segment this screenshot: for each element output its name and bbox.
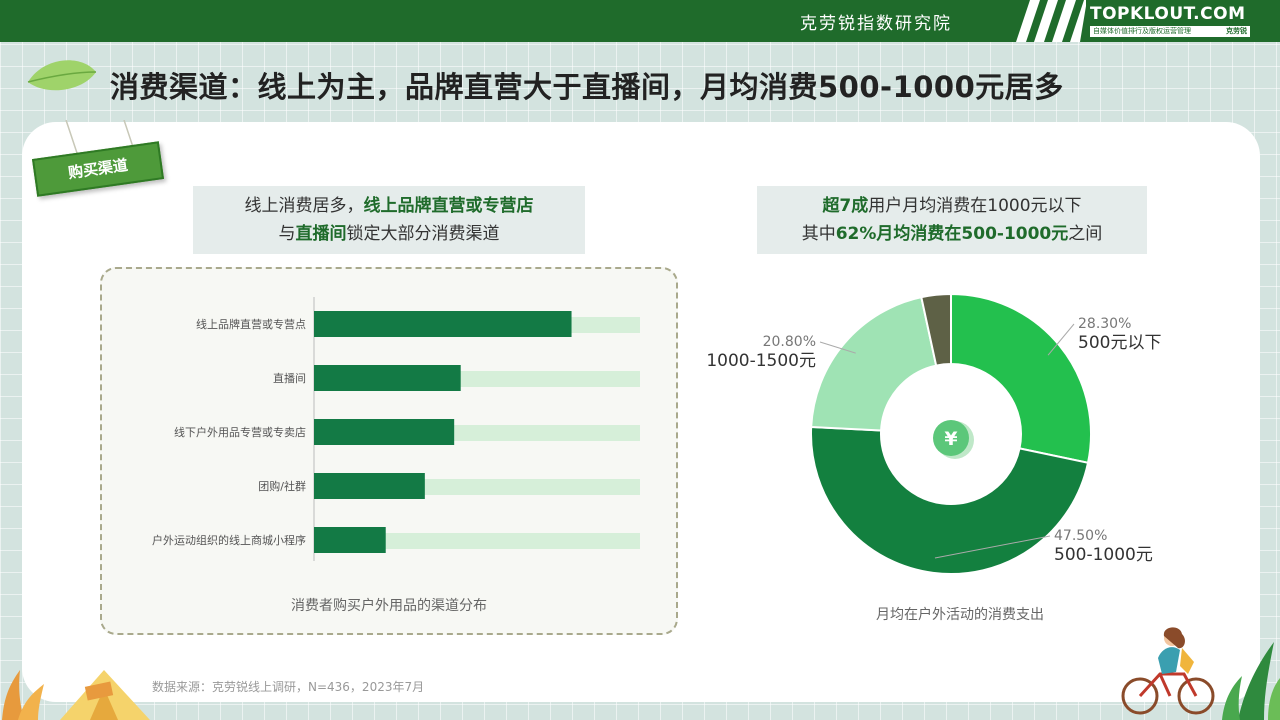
- left-callout-highlight: 直播间: [295, 224, 347, 244]
- left-callout-highlight: 线上品牌直营或专营店: [363, 196, 534, 216]
- data-source: 数据来源：克劳锐线上调研，N=436，2023年7月: [152, 680, 425, 694]
- donut-percent-label: 28.30%: [1078, 316, 1131, 332]
- donut-chart: 28.30%500元以下 47.50%500-1000元 20.80%1000-15…: [706, 292, 1161, 575]
- right-callout-line2: 其中62%月均消费在500-1000元之间: [757, 220, 1147, 248]
- leaf-icon: [27, 60, 97, 91]
- bar: [314, 311, 572, 337]
- bar: [314, 365, 461, 391]
- left-callout-text: 与: [278, 224, 296, 244]
- donut-category-label: 1000-1500元: [706, 351, 816, 371]
- donut-leader-line: [1047, 323, 1075, 356]
- section-tag: 购买渠道: [28, 120, 168, 204]
- brand-tagline-text: 自媒体价值排行及版权运营管理: [1093, 27, 1191, 35]
- yuan-symbol: ¥: [944, 428, 957, 450]
- right-callout-text: 用户月均消费在1000元以下: [868, 196, 1082, 216]
- left-callout: 线上消费居多，线上品牌直营或专营店 与直播间锁定大部分消费渠道: [193, 186, 585, 254]
- donut-category-label: 500-1000元: [1054, 545, 1153, 565]
- bar-category-label: 直播间: [273, 371, 306, 385]
- donut-leader-line: [934, 535, 1051, 559]
- brand-logo: TOPKLOUT.COM 自媒体价值排行及版权运营管理 克劳锐: [1090, 4, 1250, 38]
- cyclist-decoration: [1121, 627, 1280, 720]
- header-bar: 克劳锐指数研究院 TOPKLOUT.COM 自媒体价值排行及版权运营管理 克劳锐: [0, 0, 1280, 42]
- bar-category-label: 户外运动组织的线上商城小程序: [152, 533, 306, 547]
- bar: [314, 527, 386, 553]
- donut-percent-label: 47.50%: [1054, 528, 1107, 544]
- right-callout-line1: 超7成用户月均消费在1000元以下: [757, 192, 1147, 220]
- bar: [314, 419, 455, 445]
- donut-slice: [810, 295, 938, 432]
- donut-slice: [950, 292, 1092, 465]
- donut-percent-label: 20.80%: [763, 334, 816, 350]
- bar: [314, 473, 425, 499]
- donut-chart-title: 月均在户外活动的消费支出: [876, 607, 1044, 623]
- brand-tagline: 自媒体价值排行及版权运营管理 克劳锐: [1090, 26, 1250, 37]
- bar-category-label: 线上品牌直营或专营点: [196, 317, 306, 331]
- page-title: 消费渠道：线上为主，品牌直营大于直播间，月均消费500-1000元居多: [110, 70, 1064, 104]
- donut-category-label: 500元以下: [1078, 333, 1161, 353]
- right-callout: 超7成用户月均消费在1000元以下 其中62%月均消费在500-1000元之间: [757, 186, 1147, 254]
- donut-slice: [810, 425, 1090, 575]
- org-name: 克劳锐指数研究院: [800, 14, 952, 34]
- bar-category-label: 团购/社群: [258, 479, 306, 493]
- bar-chart: 线上品牌直营或专营点直播间线下户外用品专营或专卖店团购/社群户外运动组织的线上商…: [152, 297, 640, 561]
- left-callout-line1: 线上消费居多，线上品牌直营或专营店: [193, 192, 585, 220]
- right-callout-highlight: 超7成: [822, 196, 869, 216]
- stripes-decoration: [1016, 0, 1086, 42]
- bar-track: [314, 533, 640, 549]
- bar-chart-panel: 线上品牌直营或专营点直播间线下户外用品专营或专卖店团购/社群户外运动组织的线上商…: [100, 267, 678, 635]
- bar-chart-title: 消费者购买户外用品的渠道分布: [291, 598, 487, 614]
- left-callout-text: 线上消费居多，: [244, 196, 364, 216]
- left-callout-line2: 与直播间锁定大部分消费渠道: [193, 220, 585, 248]
- brand-short: 克劳锐: [1226, 27, 1247, 35]
- bar-category-label: 线下户外用品专营或专卖店: [174, 425, 306, 439]
- coin-face: [933, 420, 969, 456]
- donut-leader-line: [819, 341, 856, 354]
- yuan-coin-icon: ¥: [933, 420, 974, 459]
- right-callout-text: 之间: [1068, 224, 1103, 244]
- brand-name: TOPKLOUT.COM: [1090, 4, 1246, 24]
- donut-slice: [920, 292, 952, 367]
- right-callout-highlight: 62%月均消费在500-1000元: [835, 224, 1069, 244]
- right-callout-text: 其中: [801, 224, 836, 244]
- left-callout-text: 锁定大部分消费渠道: [346, 224, 500, 244]
- plant-tent-decoration: [2, 670, 150, 720]
